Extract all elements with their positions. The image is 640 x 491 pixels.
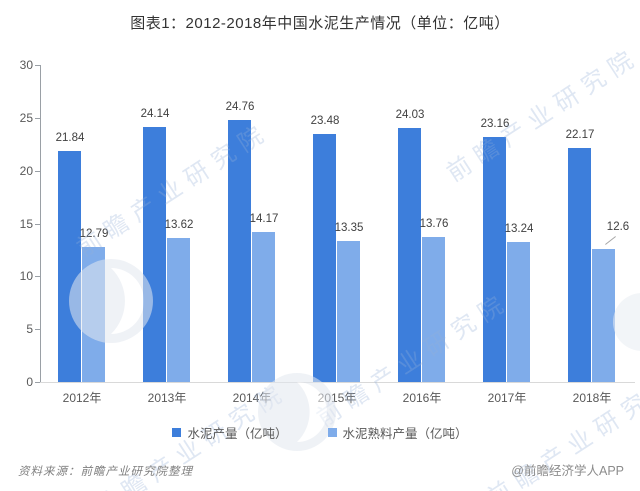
legend: 水泥产量（亿吨） 水泥熟料产量（亿吨） xyxy=(0,423,640,442)
bar xyxy=(592,248,615,382)
bar xyxy=(82,246,105,382)
y-axis-line xyxy=(40,65,41,382)
bar xyxy=(252,232,275,382)
x-tick-label: 2015年 xyxy=(317,391,357,405)
value-label-leader-line xyxy=(605,235,616,245)
y-tick-label: 25 xyxy=(19,110,33,125)
y-axis-tick xyxy=(35,329,40,331)
bar-value-label: 13.76 xyxy=(419,217,449,230)
y-axis-tick xyxy=(35,117,40,119)
bar-value-label: 24.76 xyxy=(225,101,255,114)
bar-value-label: 12.79 xyxy=(79,227,109,240)
bar-value-label: 13.35 xyxy=(334,221,364,234)
bar xyxy=(167,238,190,382)
bar xyxy=(58,151,81,382)
bar-value-label: 13.24 xyxy=(504,223,534,236)
bar-value-label: 14.17 xyxy=(249,213,279,226)
y-axis-tick xyxy=(35,65,40,66)
source-note: 资料来源：前瞻产业研究院整理 xyxy=(18,466,193,478)
x-tick-label: 2016年 xyxy=(402,391,442,405)
y-tick-label: 20 xyxy=(19,163,33,178)
x-tick-label: 2013年 xyxy=(147,391,187,405)
bar-value-label: 21.84 xyxy=(55,132,85,145)
bar-value-label: 23.16 xyxy=(480,118,510,131)
bar xyxy=(398,128,421,382)
bar xyxy=(422,236,445,382)
y-tick-label: 0 xyxy=(26,375,33,389)
y-tick-label: 30 xyxy=(19,58,33,72)
bar xyxy=(483,137,506,382)
y-tick-label: 10 xyxy=(19,269,33,284)
footer: 资料来源：前瞻产业研究院整理 @前瞻经济学人APP xyxy=(18,460,624,479)
bar-value-label: 12.6 xyxy=(606,220,630,233)
bar xyxy=(143,126,166,382)
legend-label-cement-output: 水泥产量（亿吨） xyxy=(187,427,288,441)
y-axis-tick xyxy=(35,276,40,278)
x-axis-line xyxy=(40,382,635,383)
bar xyxy=(507,242,530,382)
x-tick-label: 2012年 xyxy=(62,391,102,405)
legend-label-clinker-output: 水泥熟料产量（亿吨） xyxy=(342,427,468,441)
y-axis-tick xyxy=(35,382,40,383)
bar-value-label: 24.14 xyxy=(140,107,170,120)
bar-value-label: 13.62 xyxy=(164,219,194,232)
y-axis-tick xyxy=(35,223,40,225)
legend-swatch-cement-output xyxy=(172,428,182,437)
bar-value-label: 24.03 xyxy=(395,109,425,122)
legend-swatch-clinker-output xyxy=(327,428,337,437)
bar-value-label: 23.48 xyxy=(310,114,340,127)
x-tick-label: 2018年 xyxy=(572,391,612,405)
y-tick-label: 15 xyxy=(19,216,33,231)
bar xyxy=(228,120,251,382)
bar-value-label: 22.17 xyxy=(565,128,595,141)
x-tick-label: 2014年 xyxy=(232,391,272,405)
bar xyxy=(568,147,591,382)
y-tick-label: 5 xyxy=(26,322,33,337)
y-axis-tick xyxy=(35,170,40,172)
chart-title: 图表1：2012-2018年中国水泥生产情况（单位：亿吨） xyxy=(130,15,510,32)
legend-item-cement-output: 水泥产量（亿吨） xyxy=(172,423,288,442)
x-tick-label: 2017年 xyxy=(487,391,527,405)
legend-item-clinker-output: 水泥熟料产量（亿吨） xyxy=(327,423,468,442)
credit-note: @前瞻经济学人APP xyxy=(511,464,624,478)
bar xyxy=(313,133,336,382)
bar xyxy=(337,240,360,382)
